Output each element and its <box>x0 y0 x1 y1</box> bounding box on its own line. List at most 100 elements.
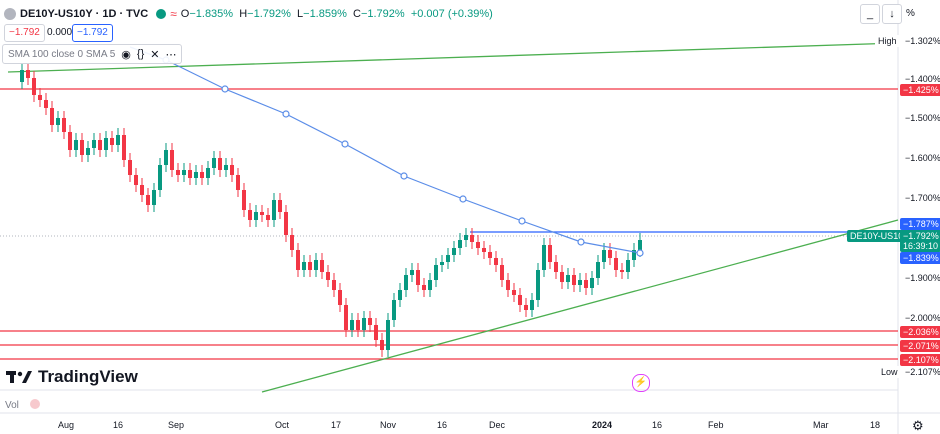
candle-body <box>608 250 612 258</box>
sma-anchor <box>636 249 644 257</box>
lightning-icon[interactable]: ⚡ <box>632 374 650 392</box>
candle-body <box>80 140 84 155</box>
candle-body <box>446 255 450 262</box>
x-tick: 16 <box>437 420 448 430</box>
candle-body <box>386 320 390 350</box>
candle-body <box>212 158 216 168</box>
code-icon[interactable]: {} <box>136 48 145 60</box>
candle-body <box>44 100 48 108</box>
candle-body <box>404 275 408 290</box>
candle-body <box>278 200 282 212</box>
candle-body <box>116 135 120 145</box>
tradingview-logo[interactable]: TradingView <box>6 367 138 387</box>
candle-body <box>128 160 132 175</box>
candle-body <box>98 140 102 150</box>
indicator-legend[interactable]: SMA 100 close 0 SMA 5 ◉ {} ✕ ⋯ <box>2 44 183 64</box>
candle-body <box>470 235 474 242</box>
candle-body <box>170 150 174 170</box>
candle-body <box>494 258 498 265</box>
close-icon[interactable]: ✕ <box>150 48 160 61</box>
candle-body <box>74 140 78 150</box>
candle-body <box>488 252 492 258</box>
candle-body <box>26 70 30 78</box>
volume-alert-icon[interactable] <box>30 399 40 409</box>
y-tick: −1.600% <box>905 153 940 163</box>
x-tick: Nov <box>380 420 397 430</box>
buy-button[interactable]: −1.792 <box>72 24 113 42</box>
scale-toggle-button[interactable]: ↓ <box>882 4 902 24</box>
candle-body <box>272 200 276 220</box>
legend: DE10Y-US10Y · 1D · TVC ≈ O−1.835% H−1.79… <box>4 6 493 22</box>
low-label: Low <box>878 366 901 378</box>
symbol-logo-icon <box>4 8 16 20</box>
candle-body <box>38 95 42 100</box>
candle-body <box>362 318 366 330</box>
x-tick: Feb <box>708 420 724 430</box>
indicator-label: SMA 100 close 0 SMA 5 <box>8 48 116 60</box>
sma-anchor <box>221 85 229 93</box>
candle-body <box>242 190 246 210</box>
candle-body <box>20 70 24 82</box>
candle-body <box>638 240 642 250</box>
candle-body <box>548 245 552 262</box>
candle-body <box>374 325 378 340</box>
candle-body <box>500 265 504 280</box>
candle-body <box>458 240 462 248</box>
y-tick: −1.400% <box>905 74 940 84</box>
candle-body <box>578 280 582 285</box>
candle-body <box>422 285 426 290</box>
y-tick: −2.000% <box>905 313 940 323</box>
candle-body <box>380 340 384 350</box>
x-tick: 16 <box>652 420 663 430</box>
candle-body <box>122 135 126 160</box>
ohlc-values: O−1.835% H−1.792% L−1.859% C−1.792% +0.0… <box>180 8 493 20</box>
y-tick: −1.900% <box>905 273 940 283</box>
low-value: −2.107% <box>902 366 940 378</box>
eye-icon[interactable]: ◉ <box>121 48 131 61</box>
candle-body <box>188 170 192 178</box>
candle-body <box>482 248 486 252</box>
candle-body <box>260 212 264 215</box>
gear-icon[interactable]: ⚙ <box>912 418 924 433</box>
candle-body <box>410 270 414 275</box>
candle-body <box>614 258 618 270</box>
candle-body <box>332 280 336 290</box>
percent-scale-label[interactable]: % <box>906 8 915 19</box>
candle-body <box>248 210 252 220</box>
candle-body <box>62 118 66 132</box>
minimize-button[interactable]: _ <box>860 4 880 24</box>
candle-body <box>110 138 114 145</box>
candle-body <box>146 195 150 205</box>
candle-body <box>632 250 636 260</box>
x-tick: Oct <box>275 420 290 430</box>
approx-icon: ≈ <box>170 7 177 21</box>
candle-body <box>302 262 306 270</box>
candle-body <box>206 168 210 178</box>
volume-label: Vol <box>5 400 19 411</box>
upper-trend-line <box>7 42 899 73</box>
candle-body <box>428 280 432 290</box>
candle-body <box>92 140 96 148</box>
countdown-tag: 16:39:10 <box>900 240 940 252</box>
level-tag-s3: −2.107% <box>900 354 940 366</box>
candle-body <box>158 165 162 190</box>
more-icon[interactable]: ⋯ <box>165 48 177 61</box>
candle-body <box>524 305 528 310</box>
level-tag-s1: −2.036% <box>900 326 940 338</box>
sell-button[interactable]: −1.792 <box>4 24 45 42</box>
candle-body <box>560 272 564 282</box>
candle-body <box>506 280 510 290</box>
candle-body <box>434 265 438 280</box>
candle-body <box>104 138 108 150</box>
candle-body <box>182 170 186 175</box>
candle-body <box>536 270 540 300</box>
candle-body <box>164 150 168 165</box>
candle-body <box>626 260 630 272</box>
candle-body <box>86 148 90 155</box>
symbol-title[interactable]: DE10Y-US10Y · 1D · TVC <box>20 8 149 20</box>
x-tick: Sep <box>168 420 185 430</box>
candle-body <box>542 245 546 270</box>
candle-body <box>152 190 156 205</box>
candle-body <box>350 320 354 330</box>
